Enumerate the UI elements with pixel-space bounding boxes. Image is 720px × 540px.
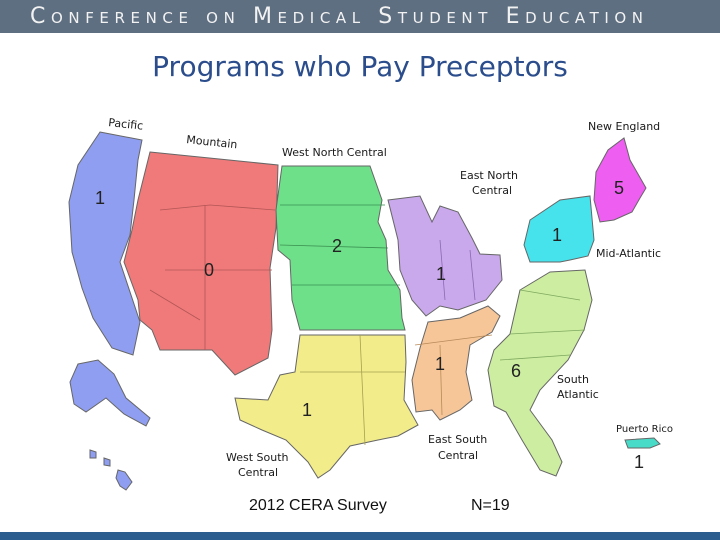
region-west-south-central <box>234 334 419 479</box>
bottom-bar <box>0 532 720 540</box>
region-value-pacific: 1 <box>95 188 105 208</box>
region-value-new-england: 5 <box>614 178 624 198</box>
region-shape <box>523 195 595 263</box>
sample-size-label: N=19 <box>471 497 510 514</box>
region-label-west-south-central-1: West South <box>226 451 289 464</box>
region-value-puerto-rico: 1 <box>634 452 644 472</box>
region-shape <box>123 151 279 376</box>
region-label-mountain: Mountain <box>186 133 238 151</box>
region-east-south-central <box>411 305 501 421</box>
region-label-south-atlantic-1: South <box>557 373 589 386</box>
region-shape <box>487 269 593 477</box>
region-label-east-north-central-2: Central <box>472 184 512 197</box>
region-puerto-rico <box>624 437 661 449</box>
region-label-south-atlantic-2: Atlantic <box>557 388 599 401</box>
region-value-west-south-central: 1 <box>302 400 312 420</box>
region-value-east-north-central: 1 <box>436 264 446 284</box>
region-value-south-atlantic: 6 <box>511 361 521 381</box>
region-new-england <box>593 137 647 223</box>
region-label-east-south-central-1: East South <box>428 433 487 446</box>
region-value-mountain: 0 <box>204 260 214 280</box>
region-west-north-central <box>275 165 406 331</box>
region-value-mid-atlantic: 1 <box>552 225 562 245</box>
region-mountain <box>123 151 279 376</box>
region-shape <box>68 131 143 356</box>
region-label-puerto-rico: Puerto Rico <box>616 424 673 435</box>
alaska-shape <box>69 359 151 427</box>
region-east-north-central <box>387 195 503 317</box>
conference-title: Conference on Medical Student Education <box>30 4 649 29</box>
region-label-west-north-central: West North Central <box>282 146 387 159</box>
region-shape <box>593 137 647 223</box>
region-shape <box>234 334 419 479</box>
region-label-mid-atlantic: Mid-Atlantic <box>596 247 661 260</box>
region-pacific <box>68 131 151 491</box>
region-label-pacific: Pacific <box>108 116 144 133</box>
region-label-east-north-central-1: East North <box>460 169 518 182</box>
region-south-atlantic <box>487 269 593 477</box>
region-shape <box>624 437 661 449</box>
hawaii-shape <box>89 449 133 491</box>
region-shape <box>275 165 406 331</box>
region-label-west-south-central-2: Central <box>238 466 278 479</box>
region-label-new-england: New England <box>588 120 660 133</box>
region-shape <box>411 305 501 421</box>
survey-label: 2012 CERA Survey <box>249 497 387 514</box>
region-value-east-south-central: 1 <box>435 354 445 374</box>
region-label-east-south-central-2: Central <box>438 449 478 462</box>
region-value-west-north-central: 2 <box>332 236 342 256</box>
region-mid-atlantic <box>523 195 595 263</box>
header-bar: Conference on Medical Student Education <box>0 0 720 33</box>
slide-title: Programs who Pay Preceptors <box>152 50 568 83</box>
